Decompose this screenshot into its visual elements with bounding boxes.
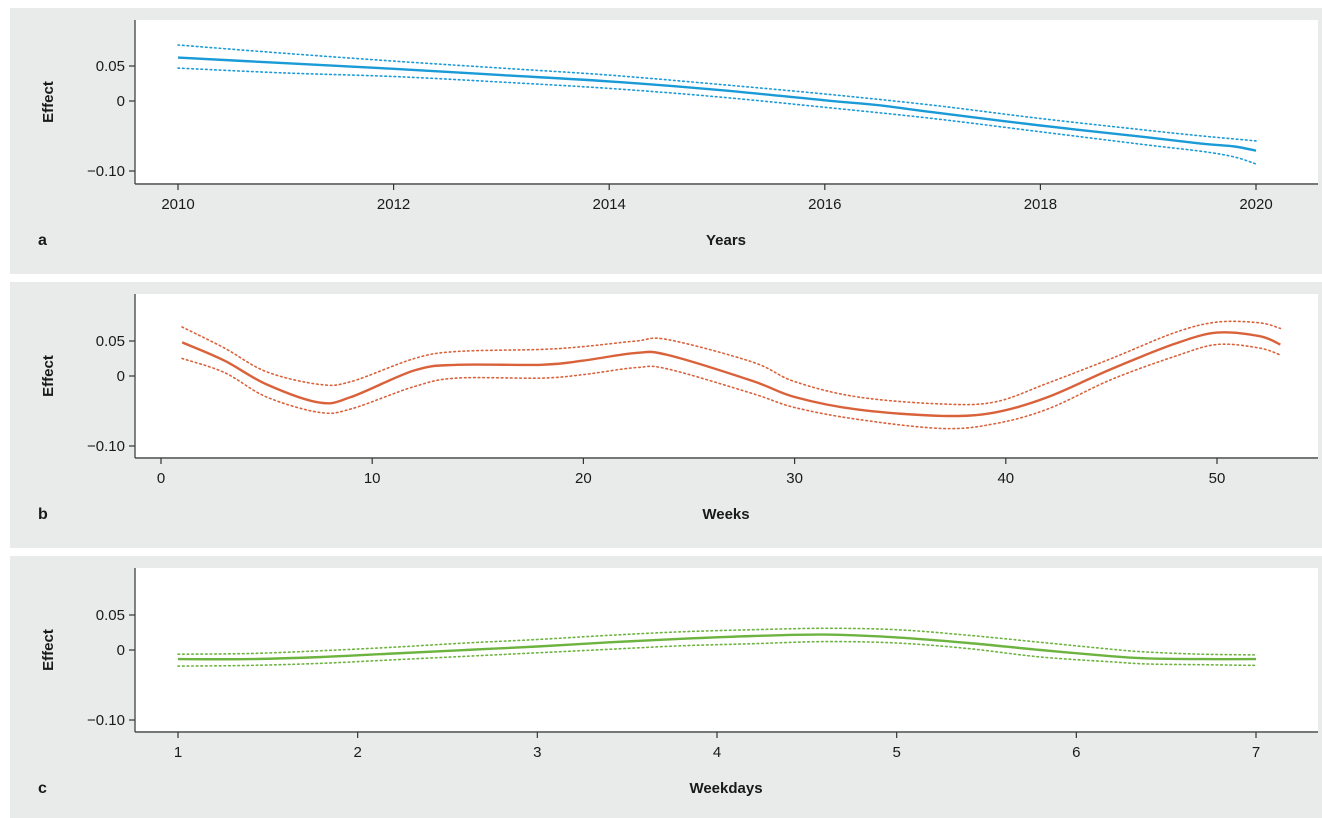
panel-letter-a: a <box>38 232 47 249</box>
x-tick-label-b: 20 <box>575 470 592 487</box>
panel-a: 0.05 0 −0.10 2010 2012 2014 2016 2018 2020 Effect… <box>10 8 1322 274</box>
y-tick-label-a: 0 <box>117 93 125 110</box>
estimate-line-b <box>181 331 1281 418</box>
x-tick-label-c: 4 <box>713 744 721 761</box>
chart-c-svg: 0.05 0 −0.10 1 2 3 4 5 6 7 Effect Weekdays c <box>38 568 1318 797</box>
confidence-band-line-a <box>177 44 1257 142</box>
y-tick-label-b: 0 <box>117 368 125 385</box>
y-tick-label-a: 0.05 <box>96 58 125 75</box>
x-tick-label-b: 40 <box>997 470 1014 487</box>
x-tick-label-c: 3 <box>533 744 541 761</box>
y-axis-label-c: Effect <box>40 629 57 671</box>
panel-c: 0.05 0 −0.10 1 2 3 4 5 6 7 Effect Weekdays c <box>10 556 1322 818</box>
x-tick-label-a: 2010 <box>161 196 194 213</box>
chart-a: 0.05 0 −0.10 2010 2012 2014 2016 2018 2020 Effect… <box>38 20 1318 249</box>
confidence-band-line-b <box>181 343 1282 430</box>
plot-area-c <box>135 568 1318 731</box>
y-axis-label-a: Effect <box>40 81 57 123</box>
x-tick-label-a: 2016 <box>808 196 841 213</box>
y-tick-label-b: −0.10 <box>87 438 125 455</box>
y-tick-label-c: −0.10 <box>87 712 125 729</box>
x-tick-label-c: 5 <box>892 744 900 761</box>
x-tick-label-a: 2020 <box>1239 196 1272 213</box>
estimate-line-c <box>177 633 1257 661</box>
panel-letter-c: c <box>38 780 47 797</box>
x-axis-label-a: Years <box>706 232 746 249</box>
x-tick-label-a: 2012 <box>377 196 410 213</box>
plot-area-b <box>135 294 1318 457</box>
y-tick-label-c: 0.05 <box>96 607 125 624</box>
chart-b-svg: 0.05 0 −0.10 0 10 20 30 40 50 Effect Weeks b <box>38 294 1318 523</box>
plot-area-a <box>135 20 1318 183</box>
confidence-band-line-c <box>177 640 1257 667</box>
confidence-band-line-a <box>177 67 1257 165</box>
x-tick-label-a: 2014 <box>593 196 626 213</box>
x-tick-label-c: 6 <box>1072 744 1080 761</box>
x-tick-label-b: 10 <box>364 470 381 487</box>
chart-a-svg: 0.05 0 −0.10 2010 2012 2014 2016 2018 2020 Effect… <box>38 20 1318 249</box>
x-axis-label-b: Weeks <box>702 506 749 523</box>
panel-letter-b: b <box>38 506 48 523</box>
x-tick-label-c: 7 <box>1252 744 1260 761</box>
y-axis-label-b: Effect <box>40 355 57 397</box>
x-tick-label-b: 0 <box>157 470 165 487</box>
x-tick-label-c: 2 <box>353 744 361 761</box>
x-axis-label-c: Weekdays <box>689 780 762 797</box>
y-tick-label-b: 0.05 <box>96 333 125 350</box>
x-tick-label-c: 1 <box>174 744 182 761</box>
x-tick-label-a: 2018 <box>1024 196 1057 213</box>
chart-b: 0.05 0 −0.10 0 10 20 30 40 50 Effect Weeks b <box>38 294 1318 523</box>
x-tick-label-b: 50 <box>1209 470 1226 487</box>
y-tick-label-a: −0.10 <box>87 163 125 180</box>
confidence-band-line-c <box>177 627 1257 656</box>
estimate-line-a <box>177 56 1257 152</box>
confidence-band-line-b <box>181 320 1282 406</box>
panel-b: 0.05 0 −0.10 0 10 20 30 40 50 Effect Weeks b <box>10 282 1322 548</box>
x-tick-label-b: 30 <box>786 470 803 487</box>
chart-c: 0.05 0 −0.10 1 2 3 4 5 6 7 Effect Weekdays c <box>38 568 1318 797</box>
y-tick-label-c: 0 <box>117 642 125 659</box>
